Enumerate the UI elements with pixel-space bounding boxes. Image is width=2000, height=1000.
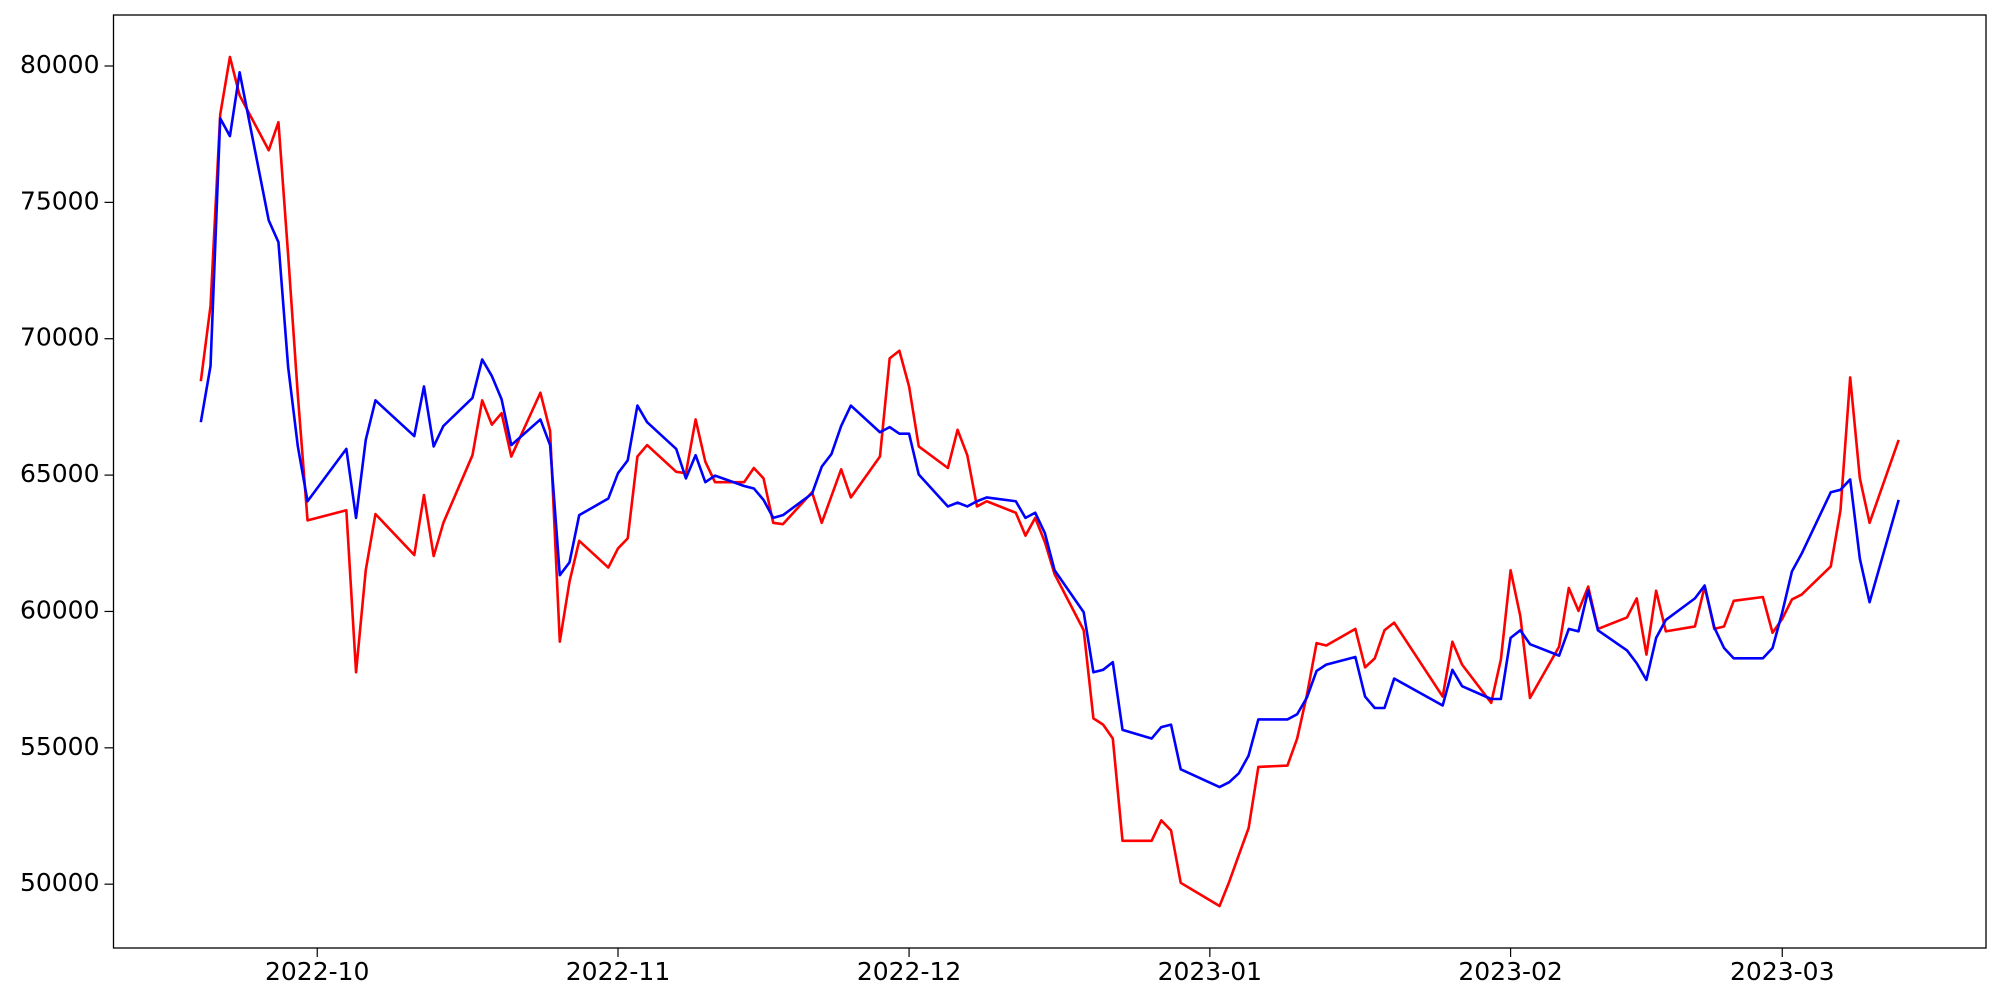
- series-line: [199, 70, 1900, 789]
- y-tick-label: 80000: [20, 50, 100, 79]
- x-tick-label: 2023-01: [1158, 957, 1262, 986]
- y-tick-label: 50000: [20, 868, 100, 897]
- x-tick-label: 2022-10: [265, 957, 369, 986]
- x-tick-label: 2022-12: [857, 957, 961, 986]
- x-tick-label: 2023-03: [1730, 957, 1834, 986]
- series-line: [199, 55, 1900, 908]
- y-tick-label: 65000: [20, 459, 100, 488]
- y-tick-label: 75000: [20, 186, 100, 215]
- x-tick-label: 2022-11: [566, 957, 670, 986]
- plot-frame: [112, 14, 1987, 949]
- y-tick-label: 55000: [20, 732, 100, 761]
- y-tick-label: 70000: [20, 323, 100, 352]
- y-tick-label: 60000: [20, 595, 100, 624]
- x-tick-label: 2023-02: [1458, 957, 1562, 986]
